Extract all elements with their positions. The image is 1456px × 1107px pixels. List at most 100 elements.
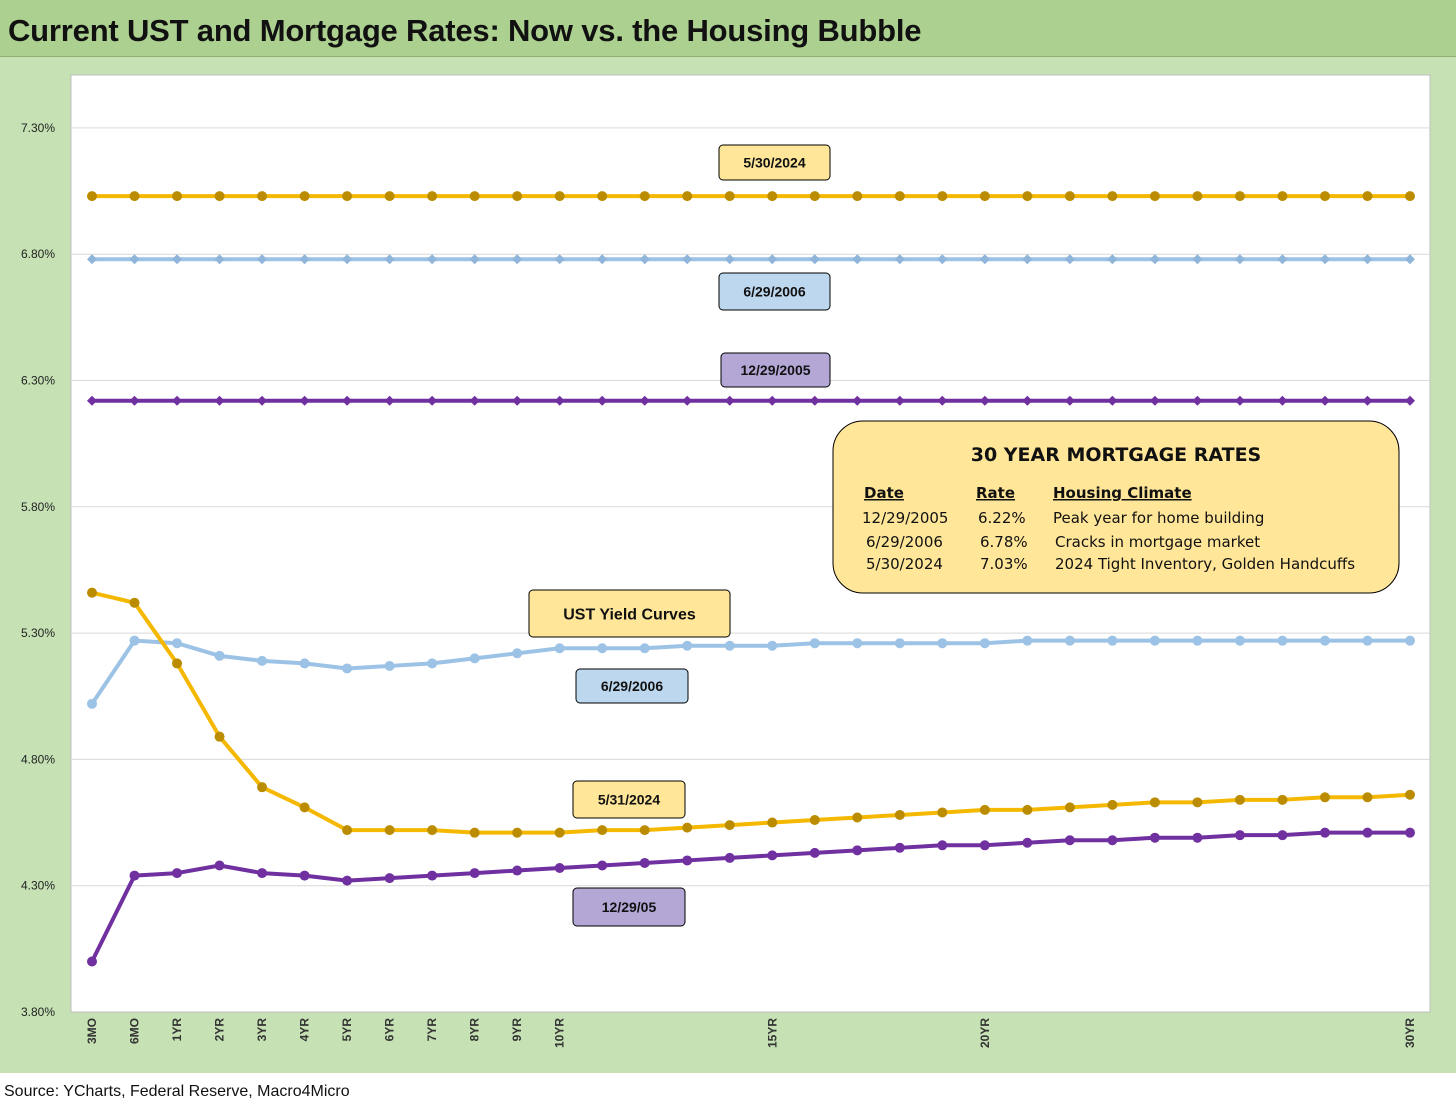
data-point [597, 254, 608, 265]
data-point [1362, 191, 1373, 202]
data-point [1107, 835, 1118, 846]
table-cell: Peak year for home building [1053, 509, 1264, 527]
y-tick-label: 5.80% [21, 500, 55, 514]
data-point [1192, 191, 1203, 202]
series-line-ust_2024 [91, 590, 1411, 835]
data-point [257, 191, 268, 202]
data-point [172, 658, 183, 669]
x-tick-label: 8YR [468, 1018, 482, 1042]
data-point [257, 868, 268, 879]
data-point [894, 842, 905, 853]
x-tick-label: 7YR [425, 1018, 439, 1042]
x-tick-label: 10YR [553, 1018, 567, 1048]
data-point [299, 395, 310, 406]
data-point [1064, 254, 1075, 265]
y-tick-label: 3.80% [21, 1005, 55, 1019]
data-point [554, 191, 565, 202]
data-point [979, 804, 990, 815]
data-point [937, 840, 948, 851]
data-point [342, 395, 353, 406]
callout-box [528, 589, 731, 638]
data-point [1064, 191, 1075, 202]
table-cell: 6.78% [980, 533, 1028, 551]
data-point [767, 640, 778, 651]
data-point [1362, 395, 1373, 406]
data-point [1319, 792, 1330, 803]
data-point [87, 698, 97, 709]
data-point [342, 254, 353, 265]
data-point [1107, 254, 1118, 265]
x-tick-label: 4YR [298, 1018, 312, 1042]
data-point [682, 395, 693, 406]
data-point [512, 865, 523, 876]
data-point [384, 873, 395, 884]
data-point [1064, 835, 1075, 846]
data-point [639, 643, 650, 654]
data-point [809, 638, 820, 649]
data-point [1405, 827, 1415, 838]
data-point [214, 650, 225, 661]
series-line-ust_2005 [90, 830, 1410, 963]
data-point [384, 191, 395, 202]
data-point [1022, 635, 1033, 646]
data-point [894, 254, 905, 265]
callout-label: 12/29/05 [602, 899, 657, 915]
data-point [639, 857, 650, 868]
data-point [1149, 797, 1160, 808]
data-point [1192, 797, 1203, 808]
table-header: Housing Climate [1053, 484, 1192, 502]
data-point [724, 852, 735, 863]
data-point [469, 191, 480, 202]
data-point [682, 191, 693, 202]
data-point [1405, 254, 1415, 265]
x-tick-label: 3YR [255, 1018, 269, 1042]
data-point [87, 956, 97, 967]
callout-box [718, 144, 831, 181]
data-point [129, 191, 140, 202]
data-point [639, 825, 650, 836]
data-point [384, 395, 395, 406]
rates-line-chart: 7.30% 6.80% 6.30% 5.80% 5.30% 4.80% 4.30% 3.80%… [21, 74, 1431, 1048]
data-point [724, 640, 735, 651]
data-point [682, 254, 693, 265]
data-point [767, 395, 778, 406]
data-point [1022, 837, 1033, 848]
data-point [639, 395, 650, 406]
y-tick-label: 4.30% [21, 879, 55, 893]
data-point [682, 855, 693, 866]
data-point [1022, 804, 1033, 815]
data-point [427, 825, 438, 836]
data-point [299, 254, 310, 265]
data-point [1234, 395, 1245, 406]
data-point [1234, 830, 1245, 841]
data-point [1319, 395, 1330, 406]
data-point [1022, 395, 1033, 406]
callout-label: 6/29/2006 [743, 284, 805, 300]
data-point [1149, 635, 1160, 646]
data-point [1234, 794, 1245, 805]
data-point [1234, 191, 1245, 202]
chart-frame: 7.30% 6.80% 6.30% 5.80% 5.30% 4.80% 4.30% 3.80%… [0, 57, 1456, 1073]
data-point [384, 254, 395, 265]
x-tick-label: 2YR [213, 1018, 227, 1042]
data-point [979, 840, 990, 851]
data-point [554, 395, 565, 406]
data-point [1277, 635, 1288, 646]
data-point [852, 191, 863, 202]
data-point [852, 638, 863, 649]
data-point [724, 820, 735, 831]
callout-label: 6/29/2006 [601, 678, 663, 694]
data-point [1107, 395, 1118, 406]
data-point [1277, 395, 1288, 406]
data-point [299, 191, 310, 202]
y-tick-label: 5.30% [21, 626, 55, 640]
mortgage-table-title: 30 YEAR MORTGAGE RATES [971, 444, 1262, 466]
table-header: Rate [976, 484, 1015, 502]
x-tick-label: 5YR [340, 1018, 354, 1042]
data-point [809, 191, 820, 202]
data-point [1277, 830, 1288, 841]
data-point [1234, 635, 1245, 646]
data-point [342, 663, 353, 674]
data-point [299, 658, 310, 669]
data-point [1064, 635, 1075, 646]
